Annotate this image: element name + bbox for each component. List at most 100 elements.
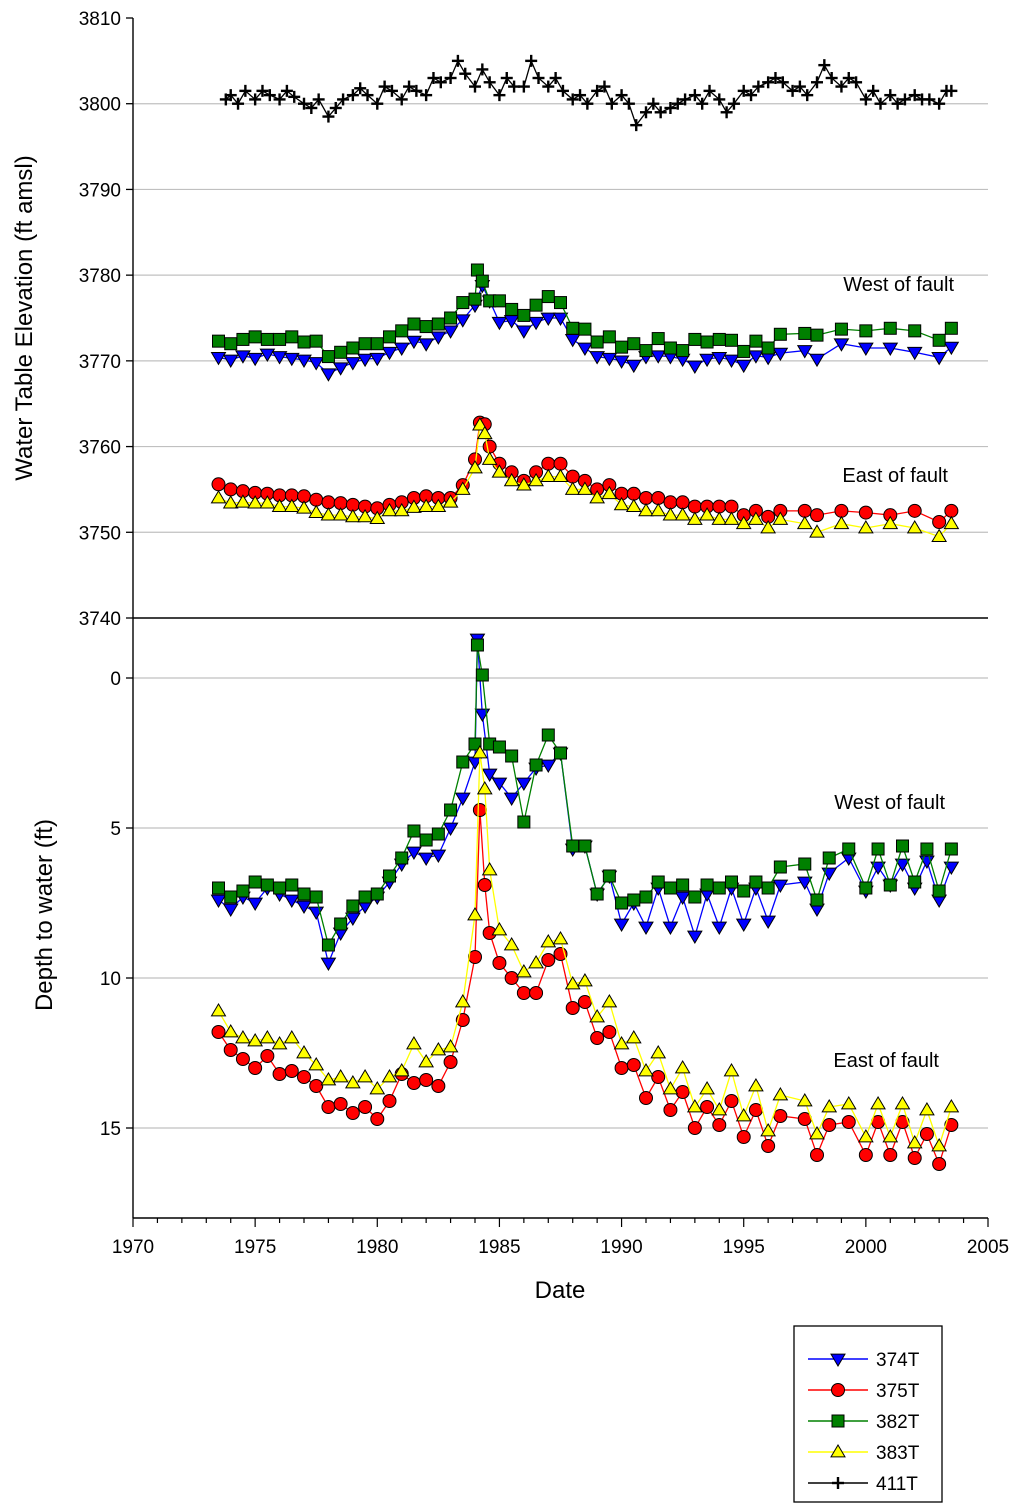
top-point-411T: [280, 84, 293, 97]
top-point-382T: [468, 292, 482, 306]
bottom-point-383T: [625, 1030, 642, 1044]
top-point-411T: [354, 82, 367, 95]
top-point-411T: [263, 89, 276, 102]
top-point-382T: [663, 341, 677, 355]
bottom-point-382T: [566, 839, 580, 853]
bottom-point-383T: [467, 907, 483, 921]
bottom-point-374T: [796, 876, 813, 890]
legend-box: [793, 1325, 943, 1503]
bottom-point-374T: [418, 852, 435, 866]
bottom-point-383T: [760, 1123, 777, 1137]
bottom-point-383T: [919, 1102, 935, 1116]
bottom-point-382T: [627, 893, 641, 907]
top-point-382T: [700, 335, 714, 349]
top-point-382T: [712, 332, 726, 346]
top-point-383T: [442, 494, 459, 508]
bottom-point-374T: [344, 912, 361, 926]
bottom-point-382T: [773, 860, 787, 874]
top-point-411T: [591, 84, 604, 97]
top-point-382T: [285, 330, 299, 344]
top-point-383T: [748, 511, 764, 525]
top-point-383T: [943, 515, 960, 530]
bottom-point-382T: [554, 746, 567, 760]
top-point-375T: [541, 456, 556, 471]
bottom-point-382T: [297, 887, 311, 901]
bottom-point-382T: [334, 917, 348, 931]
top-point-374T: [686, 360, 703, 374]
x-tick-label: 1970: [112, 1237, 154, 1258]
top-point-375T: [810, 508, 824, 523]
top-point-374T: [577, 342, 593, 356]
bottom-point-382T: [688, 890, 702, 904]
top-point-411T: [762, 76, 775, 89]
bottom-point-382T: [419, 833, 433, 847]
bottom-point-382T: [651, 875, 665, 889]
bottom-point-383T: [381, 1069, 398, 1083]
top-point-374T: [772, 347, 789, 362]
top-point-374T: [552, 312, 569, 326]
top-point-383T: [344, 508, 361, 523]
top-line-411T: [225, 58, 952, 127]
top-point-374T: [357, 353, 373, 368]
top-point-374T: [833, 338, 850, 352]
bottom-point-382T: [920, 842, 934, 856]
top-point-374T: [454, 314, 471, 328]
top-point-375T: [211, 477, 226, 492]
bottom-point-383T: [247, 1033, 264, 1047]
top-point-383T: [662, 507, 679, 521]
series-layer: [210, 54, 960, 1171]
bottom-point-375T: [235, 1052, 250, 1066]
top-point-382T: [615, 340, 629, 354]
top-point-382T: [566, 321, 580, 335]
top-point-411T: [378, 80, 391, 93]
legend-marker-382T: [831, 1414, 845, 1428]
bottom-point-382T: [798, 857, 812, 871]
bottom-point-374T: [686, 930, 703, 944]
bottom-point-375T: [529, 986, 544, 1000]
top-point-411T: [517, 80, 530, 93]
top-point-383T: [552, 468, 569, 482]
bottom-point-375T: [907, 1151, 922, 1165]
bottom-point-383T: [686, 1099, 703, 1113]
top-point-411T: [322, 110, 335, 123]
bottom-point-382T: [725, 875, 738, 889]
bottom-point-375T: [504, 971, 519, 985]
bottom-point-375T: [443, 1055, 458, 1069]
top-point-382T: [602, 330, 616, 344]
top-point-382T: [749, 334, 763, 348]
top-point-382T: [475, 274, 489, 288]
bottom-point-375T: [260, 1049, 275, 1063]
bottom-point-374T: [430, 849, 447, 863]
bottom-point-382T: [346, 899, 360, 913]
bottom-point-382T: [505, 749, 519, 763]
top-point-374T: [247, 352, 264, 367]
bottom-point-383T: [271, 1036, 288, 1050]
bottom-point-375T: [687, 1121, 702, 1135]
bottom-point-382T: [578, 839, 592, 853]
bottom-point-374T: [674, 891, 691, 905]
top-point-411T: [923, 93, 936, 106]
top-point-383T: [369, 510, 386, 524]
top-point-411T: [622, 97, 635, 110]
top-point-411T: [671, 97, 684, 110]
top-point-383T: [528, 472, 544, 487]
top-y-tick-label: 3750: [79, 523, 121, 544]
bottom-point-375T: [358, 1100, 373, 1114]
top-point-374T: [271, 351, 288, 365]
bottom-point-383T: [442, 1039, 459, 1053]
top-point-411T: [224, 89, 237, 102]
top-point-374T: [943, 341, 960, 356]
bottom-point-375T: [748, 1103, 763, 1117]
top-point-411T: [566, 93, 579, 106]
bottom-point-375T: [406, 1076, 421, 1090]
top-point-383T: [296, 500, 312, 514]
top-point-375T: [553, 456, 568, 471]
bottom-point-383T: [210, 1003, 227, 1017]
top-point-411T: [769, 72, 782, 84]
bottom-point-375T: [492, 956, 507, 970]
top-point-411T: [500, 72, 513, 84]
top-point-382T: [651, 332, 665, 346]
top-point-383T: [772, 511, 789, 525]
top-point-382T: [273, 332, 287, 346]
bottom-point-383T: [222, 1024, 239, 1038]
